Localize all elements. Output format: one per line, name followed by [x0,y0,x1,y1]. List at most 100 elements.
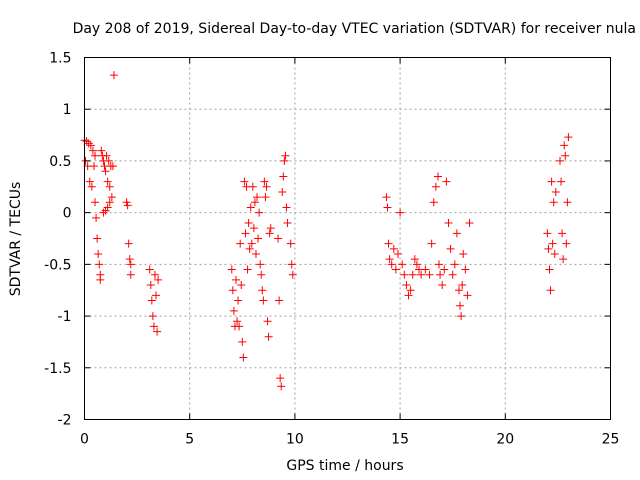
data-point [96,275,105,284]
data-point [233,317,242,326]
y-tick-label: -1.5 [44,361,71,377]
x-tick-label: 10 [286,432,304,448]
y-tick-label: -2 [58,413,72,429]
data-point [85,177,94,186]
data-point [103,203,112,212]
data-point [95,260,104,269]
data-point [459,250,468,259]
data-point [149,322,158,331]
data-point [287,260,296,269]
plot-frame [84,57,611,420]
data-point [548,239,557,248]
data-point [429,198,438,207]
data-point [229,306,238,315]
data-point [283,218,292,227]
data-point [455,286,464,295]
data-point [436,270,445,279]
data-point [261,193,270,202]
data-point [279,172,288,181]
data-point [256,260,265,269]
data-point [236,239,245,248]
data-point [275,296,284,305]
data-point [246,203,255,212]
data-point [105,182,114,191]
data-point [551,187,560,196]
data-point [93,234,102,243]
data-point [444,218,453,227]
data-point [402,281,411,290]
data-point [263,317,272,326]
data-point [384,239,393,248]
data-point [417,270,426,279]
data-point [404,291,413,300]
data-point [406,286,415,295]
data-point [450,260,459,269]
data-point [393,250,402,259]
data-point [228,286,237,295]
data-point [231,275,240,284]
data-point [549,198,558,207]
data-point [387,260,396,269]
data-point [456,301,465,310]
y-tick-label: 0 [63,206,72,222]
data-point [391,265,400,274]
data-point [227,265,236,274]
chart-title: Day 208 of 2019, Sidereal Day-to-day VTE… [73,21,636,37]
data-point [382,193,391,202]
data-point [543,229,552,238]
data-point [276,374,285,383]
data-point [385,255,394,264]
data-point [107,193,116,202]
data-point [278,187,287,196]
data-point [153,327,162,336]
data-point [97,146,106,155]
data-point [452,229,461,238]
data-point [148,312,157,321]
data-point [147,296,156,305]
data-point [101,167,110,176]
data-point [280,156,289,165]
data-point [260,177,269,186]
data-point [288,270,297,279]
data-point [102,151,111,160]
y-axis-label: SDTVAR / TECUs [8,182,24,297]
data-point [88,146,97,155]
data-point [259,296,268,305]
data-point [557,177,566,186]
data-point [152,291,161,300]
data-point [282,203,291,212]
y-tick-label: -0.5 [44,257,71,273]
data-point [84,139,93,148]
data-point [448,270,457,279]
data-point [91,198,100,207]
data-point [435,260,444,269]
data-point [286,239,295,248]
data-point [398,260,407,269]
data-point [457,312,466,321]
data-point [243,265,252,274]
data-point [254,234,263,243]
data-point [154,275,163,284]
data-point [126,270,135,279]
data-point [563,198,572,207]
data-point [427,239,436,248]
data-point [442,177,451,186]
axis-ticks: -2 -1.5 -1 -0.5 0 0.5 1 1.5 0 5 10 15 20 25 [44,51,619,448]
data-point [558,229,567,238]
data-point [247,239,256,248]
data-point [258,286,267,295]
data-point [396,208,405,217]
data-point [255,208,264,217]
y-tick-label: 1.5 [49,51,71,67]
data-point [99,208,108,217]
data-point [463,291,472,300]
data-markers [80,71,573,391]
data-point [82,137,91,146]
data-point [274,234,283,243]
data-point [431,182,440,191]
data-point [281,151,290,160]
data-point [108,162,117,171]
data-point [383,203,392,212]
data-point [104,156,113,165]
